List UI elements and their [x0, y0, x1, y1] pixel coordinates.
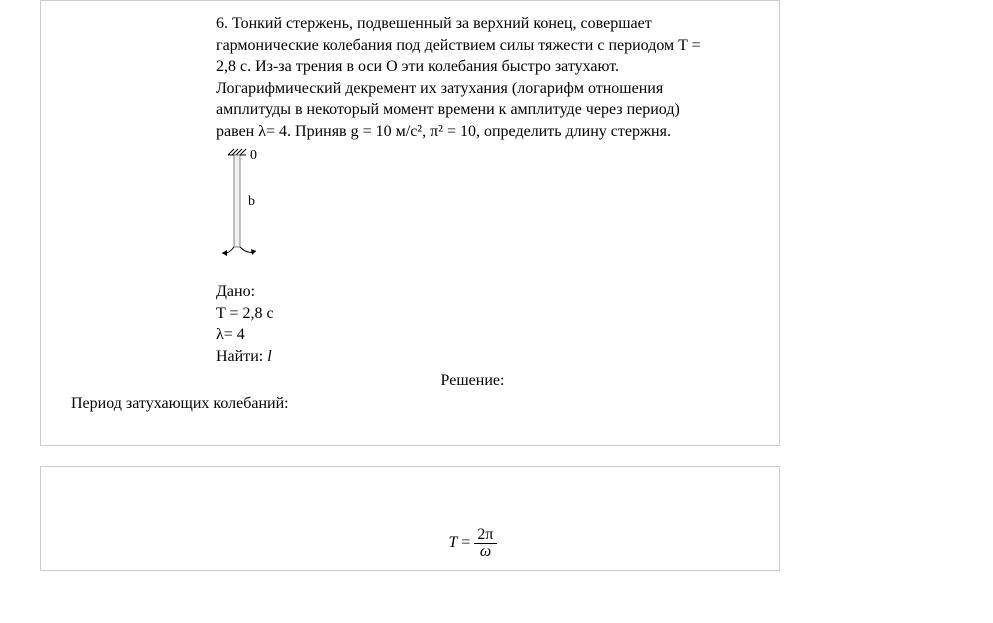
problem-line-5: амплитуды в некоторый момент времени к а… — [216, 101, 680, 118]
problem-number: 6. — [216, 15, 228, 32]
given-title: Дано: — [216, 281, 729, 303]
formula-eq: = — [461, 534, 474, 551]
problem-line-6: равен λ= 4. Приняв g = 10 м/с², π² = 10,… — [216, 123, 671, 140]
given-line-2: λ= 4 — [216, 324, 729, 346]
problem-line-4: Логарифмический декремент их затухания (… — [216, 80, 663, 97]
page-1: 6. Тонкий стержень, подвешенный за верхн… — [40, 0, 780, 446]
formula-num: 2π — [474, 527, 496, 544]
period-text: Период затухающих колебаний: — [71, 393, 729, 415]
problem-line-1: Тонкий стержень, подвешенный за верхний … — [232, 15, 652, 32]
formula-lhs: T — [448, 534, 457, 551]
page-2-content: T = 2π ω — [41, 467, 779, 570]
rod-diagram: 0 b — [222, 147, 729, 274]
find-value: l — [267, 348, 271, 365]
find-line: Найти: l — [216, 346, 729, 368]
problem-line-3: 2,8 c. Из-за трения в оси О эти колебани… — [216, 58, 619, 75]
page-2: T = 2π ω — [40, 466, 780, 571]
problem-statement: 6. Тонкий стержень, подвешенный за верхн… — [216, 13, 729, 143]
problem-line-2: гармонические колебания под действием си… — [216, 37, 701, 54]
rod-label: b — [248, 194, 255, 209]
given-block: Дано: T = 2,8 c λ= 4 Найти: l — [216, 281, 729, 367]
find-label: Найти: — [216, 348, 263, 365]
given-line-1: T = 2,8 c — [216, 303, 729, 325]
period-formula: T = 2π ω — [448, 527, 496, 560]
formula-den: ω — [474, 544, 496, 560]
page-1-content: 6. Тонкий стержень, подвешенный за верхн… — [41, 1, 779, 445]
pivot-label: 0 — [250, 148, 257, 163]
formula-fraction: 2π ω — [474, 527, 496, 560]
solution-label: Решение: — [216, 370, 729, 392]
